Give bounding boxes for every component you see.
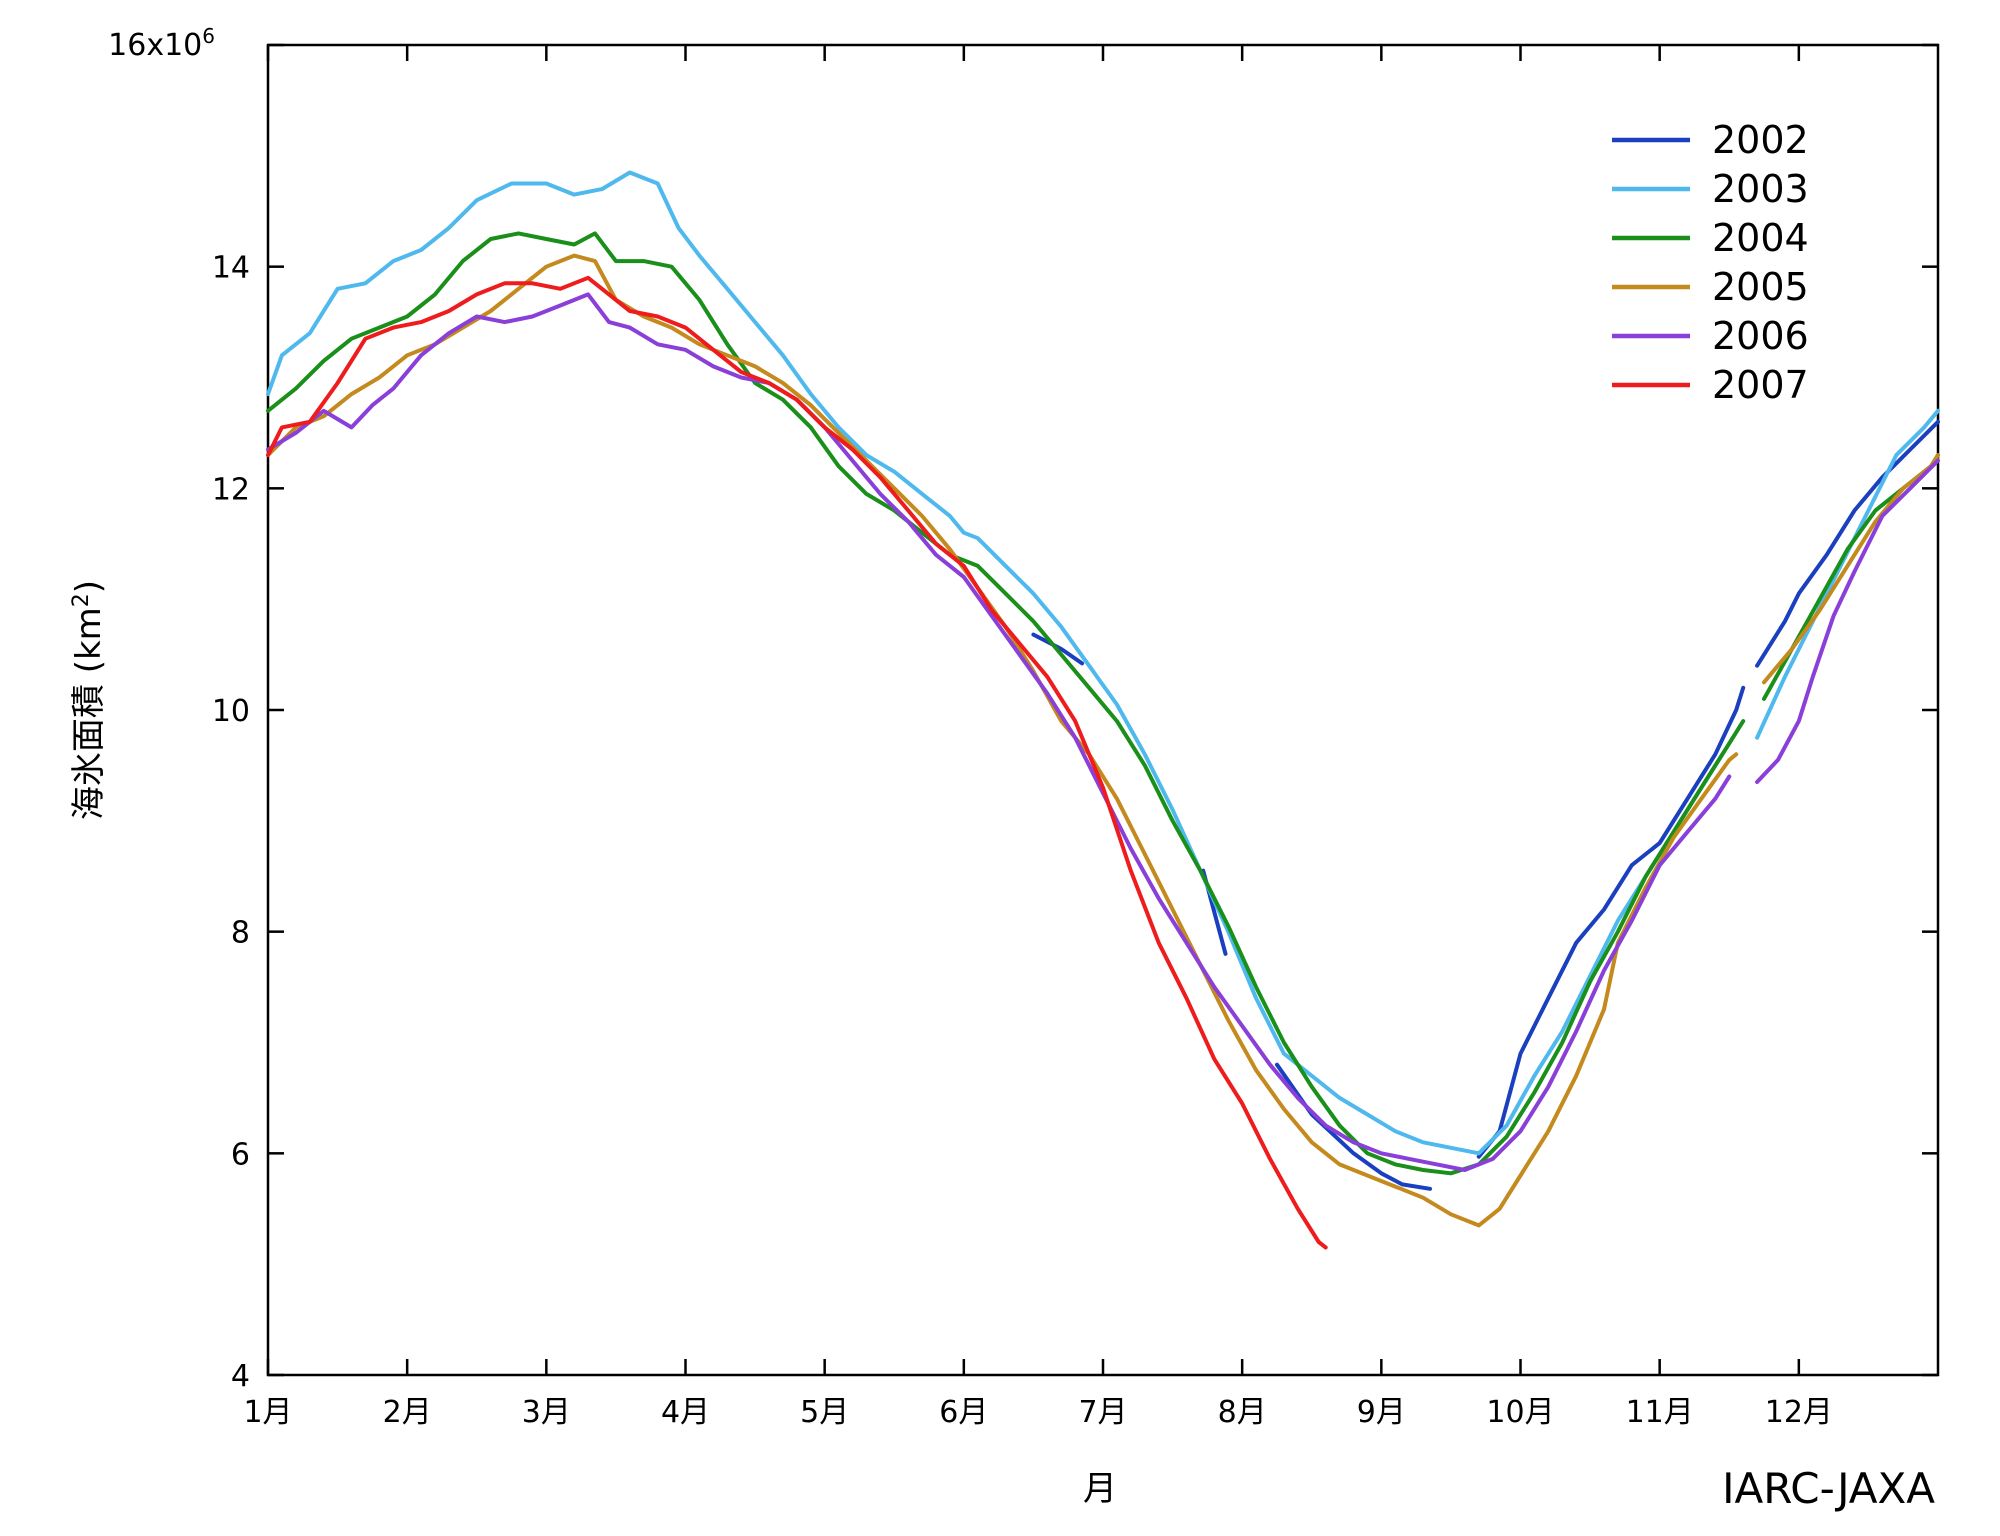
x-tick-label: 1月 <box>243 1395 292 1430</box>
series-line-2003 <box>266 170 1725 1156</box>
series-2006 <box>266 292 1940 1172</box>
y-top-label-sup: 6 <box>202 24 215 48</box>
series-line-2006 <box>1755 458 1940 784</box>
tick-labels: 1月 2月 3月 4月 5月 6月 7月 8月 9月 10月 11月 12月 4 6 8 10 12 14 <box>212 251 1833 1430</box>
series-line-2004 <box>266 231 1746 1176</box>
x-tick-label: 8月 <box>1218 1395 1267 1430</box>
legend-label-2004: 2004 <box>1712 216 1809 260</box>
x-tick-label: 9月 <box>1357 1395 1406 1430</box>
series-line-2007 <box>266 275 1328 1250</box>
y-top-label: 16x106 <box>108 24 215 63</box>
series-line-2002 <box>1476 685 1746 1159</box>
series-line-2005 <box>266 253 1739 1228</box>
x-tick-label: 11月 <box>1626 1395 1694 1430</box>
series-line-2006 <box>266 292 1732 1172</box>
x-axis-title: 月 <box>1083 1469 1117 1509</box>
series-lines <box>266 170 1940 1250</box>
series-line-2003 <box>1755 408 1940 740</box>
legend-label-2007: 2007 <box>1712 363 1809 407</box>
legend-label-2003: 2003 <box>1712 167 1809 211</box>
legend-label-2002: 2002 <box>1712 118 1809 162</box>
y-top-label-base: 16x10 <box>108 28 202 63</box>
x-tick-label: 4月 <box>661 1395 710 1430</box>
plot-frame <box>266 43 1940 1377</box>
y-axis-title: 海氷面積 (km2) <box>69 580 110 820</box>
y-axis-title-close: ) <box>69 580 109 593</box>
y-axis-title-sup: 2 <box>69 593 94 607</box>
x-tick-label: 7月 <box>1078 1395 1127 1430</box>
y-axis-title-main: 海氷面積 (km <box>69 607 109 820</box>
y-tick-label: 8 <box>231 916 250 951</box>
x-tick-label: 12月 <box>1765 1395 1833 1430</box>
series-line-2002 <box>1755 419 1940 668</box>
credit-label: IARC-JAXA <box>1722 1464 1935 1513</box>
series-2005 <box>266 253 1940 1228</box>
y-tick-label: 14 <box>212 251 250 286</box>
legend-label-2005: 2005 <box>1712 265 1809 309</box>
x-tick-label: 2月 <box>383 1395 432 1430</box>
y-tick-label: 4 <box>231 1359 250 1394</box>
axis-ticks <box>266 43 1938 1377</box>
x-tick-label: 10月 <box>1486 1395 1554 1430</box>
legend: 2002 2003 2004 2005 2006 2007 <box>1612 118 1809 407</box>
x-tick-label: 6月 <box>939 1395 988 1430</box>
y-tick-label: 10 <box>212 694 250 729</box>
legend-label-2006: 2006 <box>1712 314 1809 358</box>
y-tick-label: 6 <box>231 1137 250 1172</box>
series-line-2002 <box>1031 632 1085 666</box>
series-2007 <box>266 275 1328 1250</box>
y-tick-label: 12 <box>212 472 250 507</box>
x-tick-label: 3月 <box>522 1395 571 1430</box>
x-tick-label: 5月 <box>800 1395 849 1430</box>
series-2004 <box>266 231 1940 1176</box>
